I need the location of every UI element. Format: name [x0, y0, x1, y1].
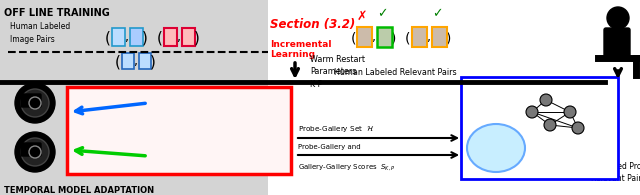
Text: Unlabelled Probe
Relevant Pairs: Unlabelled Probe Relevant Pairs: [586, 162, 640, 183]
Text: Probe Relevant Set Selection: Probe Relevant Set Selection: [482, 98, 598, 107]
Text: Section (3.3): Section (3.3): [497, 84, 582, 97]
Text: ,: ,: [427, 32, 431, 44]
FancyBboxPatch shape: [112, 28, 125, 46]
Circle shape: [564, 106, 576, 118]
Text: Low-Rank Sparse
Similarity-Dissimilarity: Low-Rank Sparse Similarity-Dissimilarity: [116, 96, 243, 119]
Circle shape: [526, 106, 538, 118]
Text: ,: ,: [372, 32, 376, 44]
Text: ): ): [150, 54, 156, 69]
Text: K: K: [268, 131, 276, 141]
Text: Probe-Gallery Set  $\mathcal{H}$: Probe-Gallery Set $\mathcal{H}$: [298, 124, 374, 134]
Text: Section (3.2): Section (3.2): [270, 18, 355, 31]
Text: ✓: ✓: [377, 7, 387, 20]
Circle shape: [15, 132, 55, 172]
Circle shape: [15, 83, 55, 123]
FancyBboxPatch shape: [122, 53, 134, 69]
FancyBboxPatch shape: [182, 28, 195, 46]
Ellipse shape: [467, 124, 525, 172]
Circle shape: [21, 89, 49, 117]
Text: $V_j$: $V_j$: [580, 109, 589, 122]
Circle shape: [29, 97, 41, 109]
Text: ,: ,: [177, 32, 181, 44]
Text: Probe
Relevant
Set: Probe Relevant Set: [479, 139, 507, 157]
Text: Low-Rank Sparse Dissimilarity Matrix: Low-Rank Sparse Dissimilarity Matrix: [76, 149, 219, 158]
Circle shape: [572, 122, 584, 134]
Text: $V_i$: $V_i$: [553, 107, 562, 120]
FancyBboxPatch shape: [67, 87, 291, 174]
FancyBboxPatch shape: [130, 28, 143, 46]
Text: $W_{i,j}$: $W_{i,j}$: [572, 106, 586, 118]
Text: (  ,  ): ( , ): [592, 113, 615, 123]
Text: Incremental
Learning: Incremental Learning: [270, 40, 332, 59]
Text: $\mathcal{D}_p$: $\mathcal{D}_p$: [498, 158, 510, 170]
Text: ): ): [194, 30, 200, 45]
Circle shape: [540, 94, 552, 106]
Text: P: P: [268, 148, 276, 158]
Text: (: (: [115, 54, 121, 69]
Text: ✓: ✓: [432, 7, 442, 20]
FancyBboxPatch shape: [139, 53, 151, 69]
Text: ,: ,: [125, 32, 129, 44]
Circle shape: [29, 146, 41, 158]
Text: ): ): [391, 31, 397, 45]
Circle shape: [544, 119, 556, 131]
FancyBboxPatch shape: [21, 143, 41, 156]
Text: $\mathbf{x}_g$: $\mathbf{x}_g$: [152, 94, 165, 106]
Text: $\mathbf{x}_p$: $\mathbf{x}_p$: [152, 152, 165, 164]
Text: (: (: [405, 31, 411, 45]
FancyBboxPatch shape: [21, 94, 41, 107]
Text: Probe-Gallery and: Probe-Gallery and: [298, 144, 360, 150]
FancyBboxPatch shape: [164, 28, 177, 46]
Text: (: (: [157, 30, 163, 45]
Text: TEMPORAL MODEL ADAPTATION: TEMPORAL MODEL ADAPTATION: [4, 186, 154, 195]
FancyBboxPatch shape: [0, 0, 268, 195]
Text: ✗: ✗: [356, 10, 367, 22]
Circle shape: [607, 7, 629, 29]
Text: ,: ,: [134, 56, 138, 68]
Text: Human Labeled
Image Pairs: Human Labeled Image Pairs: [10, 22, 70, 43]
FancyBboxPatch shape: [377, 27, 392, 47]
Text: (: (: [105, 30, 111, 45]
Text: (  ,  ): ( , ): [592, 135, 615, 145]
Text: Low-Rank Sparse Similarity Matrix: Low-Rank Sparse Similarity Matrix: [76, 131, 208, 141]
Text: Warm Restart
Parameters
K P: Warm Restart Parameters K P: [310, 55, 365, 89]
Text: OFF LINE TRAINING: OFF LINE TRAINING: [4, 8, 109, 18]
Text: (: (: [350, 31, 356, 45]
FancyBboxPatch shape: [461, 77, 618, 179]
Text: ): ): [142, 30, 148, 45]
FancyBboxPatch shape: [432, 27, 447, 47]
Text: Gallery-Gallery Scores  $S_{K,P}$: Gallery-Gallery Scores $S_{K,P}$: [298, 162, 396, 172]
Circle shape: [21, 138, 49, 166]
FancyBboxPatch shape: [356, 27, 372, 47]
Text: Human Labeled Relevant Pairs: Human Labeled Relevant Pairs: [333, 68, 456, 77]
FancyBboxPatch shape: [412, 27, 428, 47]
FancyBboxPatch shape: [604, 28, 630, 60]
Text: ): ): [446, 31, 452, 45]
